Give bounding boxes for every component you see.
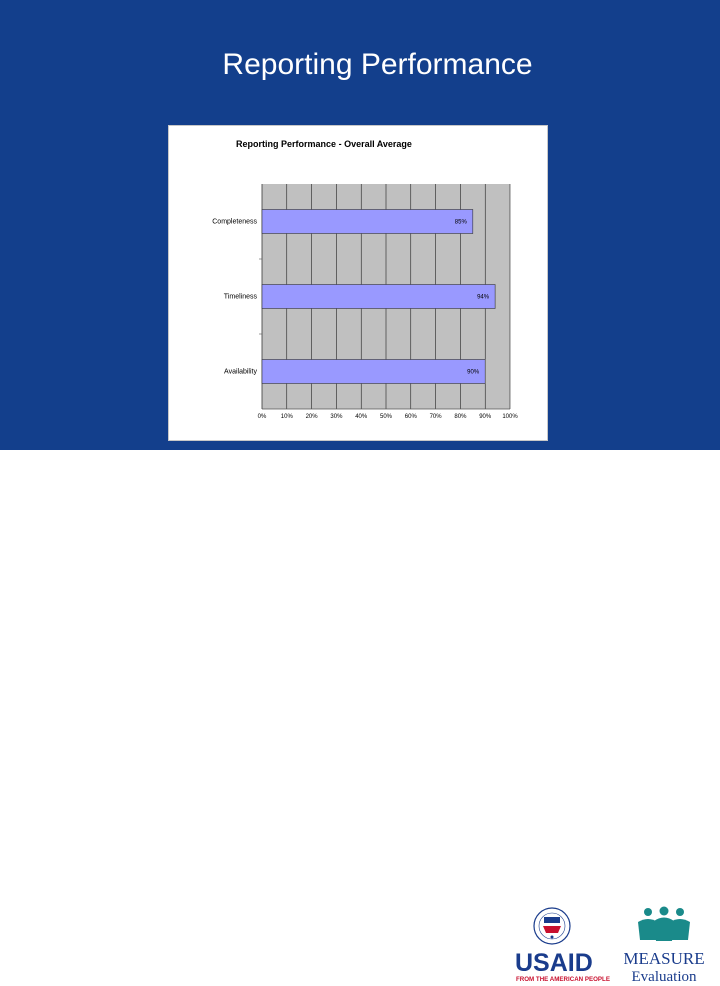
chart-card: Reporting Performance - Overall Average … xyxy=(168,125,548,441)
x-tick-label: 100% xyxy=(502,414,518,420)
x-tick-label: 40% xyxy=(355,414,368,420)
x-tick-label: 30% xyxy=(330,414,343,420)
footer: USAID FROM THE AMERICAN PEOPLE MEASURE E… xyxy=(0,450,720,985)
x-tick-label: 20% xyxy=(306,414,319,420)
bar xyxy=(261,209,474,234)
bar-value-label: 94% xyxy=(477,295,490,301)
x-tick-label: 90% xyxy=(479,414,492,420)
usaid-wordmark: USAID xyxy=(515,949,593,977)
x-tick-label: 0% xyxy=(258,414,267,420)
bar-chart: Reporting Performance - Overall Average … xyxy=(212,139,518,420)
bar xyxy=(261,359,486,384)
category-label: Completeness xyxy=(212,219,257,226)
measure-wordmark: MEASURE xyxy=(624,949,704,968)
x-tick-label: 50% xyxy=(380,414,393,420)
x-tick-label: 10% xyxy=(281,414,294,420)
x-tick-label: 60% xyxy=(405,414,418,420)
measure-evaluation-logo: MEASURE Evaluation xyxy=(624,906,704,985)
chart-title: Reporting Performance - Overall Average xyxy=(236,139,412,149)
bar-value-label: 90% xyxy=(467,370,480,376)
plot-area-group: 0% 10% 20% 30% 40% 50% 60% 70% 80% 90% 100% Complet… xyxy=(212,184,518,420)
bar-value-label: 85% xyxy=(455,220,468,226)
usaid-seal-icon xyxy=(533,907,571,945)
x-tick-label: 70% xyxy=(430,414,443,420)
usaid-tagline: FROM THE AMERICAN PEOPLE xyxy=(516,976,610,983)
usaid-logo: USAID FROM THE AMERICAN PEOPLE xyxy=(515,907,610,983)
measure-subtitle: Evaluation xyxy=(632,969,697,985)
slide-title: Reporting Performance xyxy=(222,48,533,81)
bar xyxy=(261,284,496,309)
x-tick-label: 80% xyxy=(454,414,467,420)
measure-people-icon xyxy=(638,906,690,941)
category-label: Timeliness xyxy=(224,294,258,301)
category-label: Availability xyxy=(224,369,257,376)
